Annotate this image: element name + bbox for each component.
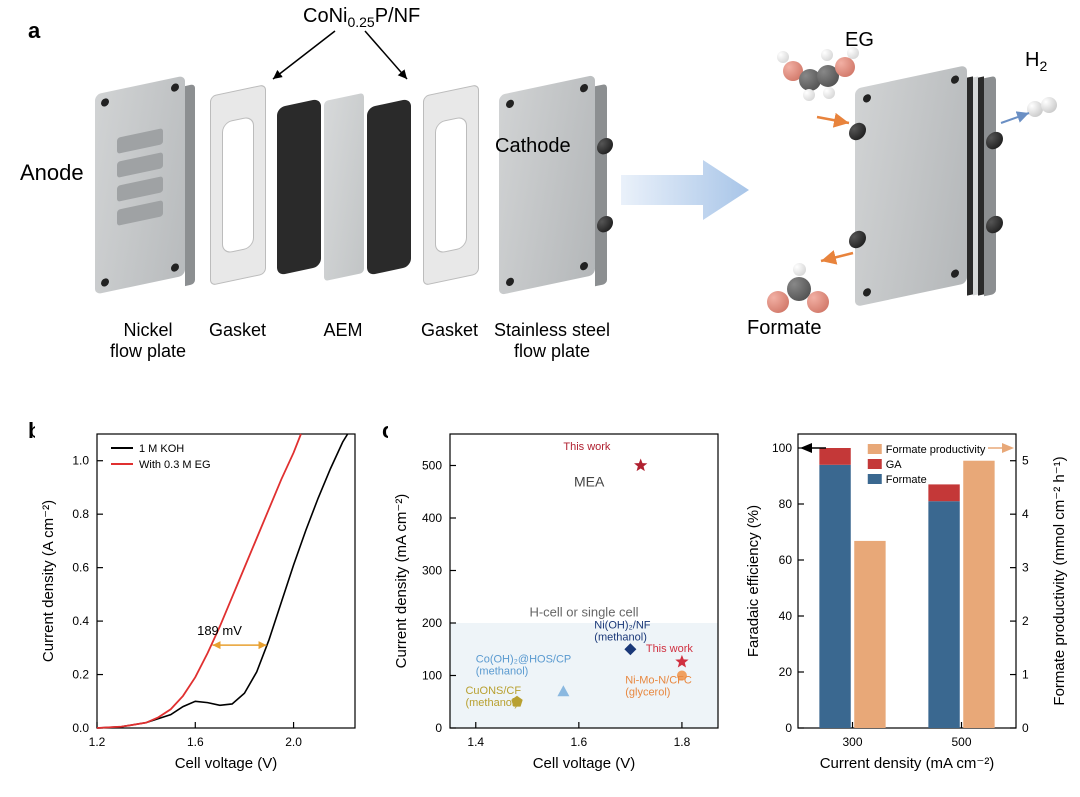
electrode-1 (277, 98, 321, 275)
svg-text:0.2: 0.2 (72, 668, 89, 682)
svg-text:80: 80 (779, 497, 793, 511)
svg-text:Co(OH)₂@HOS/CP: Co(OH)₂@HOS/CP (476, 653, 572, 665)
svg-text:(methanol): (methanol) (476, 665, 529, 677)
svg-text:4: 4 (1022, 507, 1029, 521)
svg-text:Cell voltage (V): Cell voltage (V) (175, 755, 278, 772)
svg-text:1.4: 1.4 (467, 735, 484, 749)
assembly-arrow (621, 155, 751, 225)
panel-c-chart: 1.4 1.6 1.8 0 100 200 300 400 500 Cell voltage (V… (388, 420, 728, 780)
formate-label: Formate (747, 317, 821, 340)
svg-text:189 mV: 189 mV (197, 623, 242, 638)
cathode-label: Cathode (495, 135, 571, 158)
svg-text:300: 300 (842, 735, 862, 749)
svg-text:1: 1 (1022, 668, 1029, 682)
ss-plate-caption: Stainless steelflow plate (487, 320, 617, 361)
panel-a-schematic: CoNi0.25P/NF Anode Nickelflow plate (25, 5, 1055, 405)
svg-text:500: 500 (422, 459, 442, 473)
svg-text:GA: GA (886, 459, 903, 471)
svg-text:1.6: 1.6 (571, 735, 588, 749)
formate-arrow (817, 247, 859, 271)
aem-caption: AEM (317, 320, 369, 341)
svg-text:100: 100 (772, 441, 792, 455)
svg-text:0.4: 0.4 (72, 614, 89, 628)
svg-text:With 0.3 M EG: With 0.3 M EG (139, 459, 211, 471)
svg-text:0: 0 (435, 721, 442, 735)
eg-molecule (777, 47, 857, 107)
svg-text:2: 2 (1022, 614, 1029, 628)
svg-text:1 M KOH: 1 M KOH (139, 443, 184, 455)
formate-molecule (765, 263, 835, 317)
svg-text:0: 0 (785, 721, 792, 735)
svg-text:Faradaic efficiency (%): Faradaic efficiency (%) (745, 505, 762, 657)
panel-b-chart: 1.2 1.6 2.0 0.0 0.2 0.4 0.6 0.8 1.0 Cell voltage … (35, 420, 365, 780)
title-arrows (235, 29, 475, 89)
svg-text:1.8: 1.8 (674, 735, 691, 749)
svg-text:2.0: 2.0 (285, 735, 302, 749)
svg-text:(methanol): (methanol) (465, 697, 518, 709)
svg-text:Ni-Mo-N/CFC: Ni-Mo-N/CFC (625, 674, 692, 686)
svg-text:Ni(OH)₂/NF: Ni(OH)₂/NF (594, 619, 650, 631)
svg-text:1.2: 1.2 (89, 735, 106, 749)
svg-text:CuONS/CF: CuONS/CF (465, 685, 521, 697)
electrode-2 (367, 98, 411, 275)
svg-text:This work: This work (563, 441, 611, 453)
svg-text:Current density (A cm⁻²): Current density (A cm⁻²) (40, 500, 57, 662)
h2-arrow (997, 109, 1037, 129)
h2-label: H2 (1025, 49, 1047, 74)
svg-text:0.8: 0.8 (72, 507, 89, 521)
aem-membrane (324, 93, 364, 282)
catalyst-title: CoNi0.25P/NF (303, 5, 420, 30)
svg-text:This work: This work (646, 643, 694, 655)
gasket2-caption: Gasket (417, 320, 482, 341)
svg-text:5: 5 (1022, 454, 1029, 468)
anode-label: Anode (20, 160, 84, 186)
svg-text:200: 200 (422, 616, 442, 630)
eg-arrow (815, 107, 857, 131)
svg-text:100: 100 (422, 669, 442, 683)
svg-text:20: 20 (779, 665, 793, 679)
svg-text:40: 40 (779, 609, 793, 623)
svg-text:Current density (mA cm⁻²): Current density (mA cm⁻²) (393, 494, 410, 669)
svg-text:60: 60 (779, 553, 793, 567)
svg-text:0: 0 (1022, 721, 1029, 735)
panel-d-chart: 0 20 40 60 80 100 0 1 2 3 4 5 300 500 Current density … (742, 420, 1072, 780)
svg-text:400: 400 (422, 511, 442, 525)
nickel-plate-caption: Nickelflow plate (103, 320, 193, 361)
svg-text:H-cell or single cell: H-cell or single cell (529, 605, 638, 620)
svg-text:Formate productivity (mmol cm⁻: Formate productivity (mmol cm⁻² h⁻¹) (1051, 456, 1068, 705)
svg-text:0.6: 0.6 (72, 561, 89, 575)
svg-text:3: 3 (1022, 561, 1029, 575)
svg-text:Current density (mA cm⁻²): Current density (mA cm⁻²) (820, 755, 995, 772)
svg-text:Formate: Formate (886, 474, 927, 486)
svg-text:(methanol): (methanol) (594, 631, 647, 643)
svg-text:1.0: 1.0 (72, 454, 89, 468)
svg-text:1.6: 1.6 (187, 735, 204, 749)
svg-text:(glycerol): (glycerol) (625, 686, 670, 698)
svg-text:500: 500 (951, 735, 971, 749)
gasket1-caption: Gasket (205, 320, 270, 341)
svg-text:MEA: MEA (574, 474, 605, 490)
svg-text:Cell voltage (V): Cell voltage (V) (533, 755, 636, 772)
svg-text:300: 300 (422, 564, 442, 578)
svg-text:Formate productivity: Formate productivity (886, 444, 986, 456)
svg-text:0.0: 0.0 (72, 721, 89, 735)
